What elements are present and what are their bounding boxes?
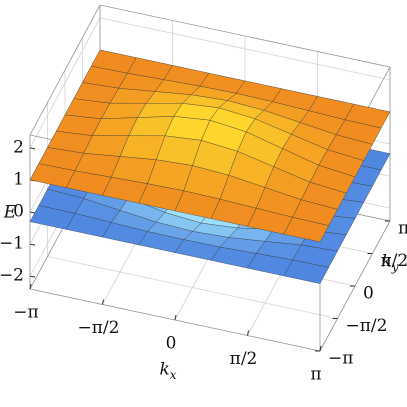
y-tick-label: 0 bbox=[363, 284, 374, 304]
z-tick bbox=[29, 211, 36, 214]
z-tick-label: 0 bbox=[13, 202, 24, 222]
y-tick-label: π/2 bbox=[381, 251, 407, 271]
surface-patch bbox=[283, 259, 330, 284]
y-tick-label: π bbox=[398, 219, 407, 239]
y-tick-label: −π bbox=[328, 349, 353, 369]
x-tick-label: π bbox=[310, 365, 321, 385]
x-tick bbox=[247, 330, 249, 336]
box-edge bbox=[29, 4, 101, 136]
x-axis-label: kx bbox=[159, 360, 176, 382]
grid-line bbox=[99, 17, 391, 81]
x-tick-label: −π bbox=[13, 303, 38, 323]
x-tick bbox=[319, 345, 322, 352]
x-tick-label: −π/2 bbox=[78, 318, 120, 338]
box-edge bbox=[99, 4, 391, 68]
z-tick-label: −1 bbox=[0, 234, 24, 254]
x-tick bbox=[102, 299, 104, 305]
z-tick-label: 1 bbox=[13, 169, 24, 189]
x-tick bbox=[29, 283, 32, 290]
z-tick bbox=[29, 147, 36, 150]
z-tick-label: −2 bbox=[0, 266, 24, 286]
y-tick-label: −π/2 bbox=[346, 316, 388, 336]
z-tick bbox=[29, 243, 36, 246]
z-tick-label: 2 bbox=[13, 137, 24, 157]
surface-patch bbox=[283, 216, 330, 243]
z-tick bbox=[29, 275, 36, 278]
grid-line bbox=[29, 17, 101, 149]
x-tick-label: π/2 bbox=[230, 349, 258, 369]
grid-line bbox=[47, 256, 338, 319]
z-axis-label: E bbox=[3, 203, 17, 223]
x-tick-label: 0 bbox=[166, 334, 177, 354]
x-tick bbox=[174, 314, 177, 321]
